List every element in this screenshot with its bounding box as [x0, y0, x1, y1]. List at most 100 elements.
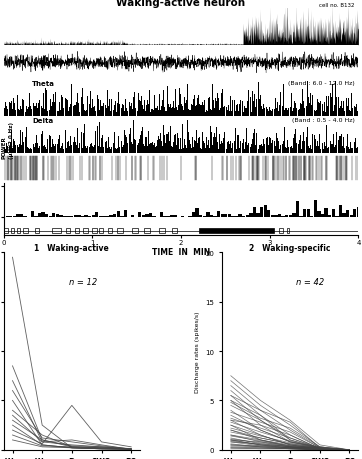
Bar — [91, 109, 92, 117]
Bar — [109, 215, 113, 217]
Bar — [234, 101, 235, 117]
Bar — [278, 141, 279, 154]
Bar — [114, 106, 115, 117]
Bar — [173, 101, 174, 117]
Bar — [221, 141, 222, 154]
Bar — [289, 93, 290, 117]
Bar — [88, 216, 91, 217]
Bar — [97, 127, 98, 154]
Bar — [85, 112, 86, 117]
Bar — [92, 100, 93, 117]
Bar — [305, 110, 306, 117]
Bar — [144, 229, 150, 234]
Bar — [149, 91, 150, 117]
Bar — [31, 110, 33, 117]
Bar — [72, 150, 73, 154]
Bar — [161, 142, 162, 154]
Bar — [41, 213, 45, 217]
Bar — [15, 111, 16, 117]
Bar — [117, 104, 118, 117]
Bar — [174, 136, 175, 154]
Bar — [115, 102, 116, 117]
Bar — [358, 143, 359, 154]
Bar — [118, 136, 119, 154]
Bar — [323, 112, 324, 117]
Bar — [292, 149, 293, 154]
Bar — [3, 150, 4, 154]
Bar — [335, 146, 336, 154]
Bar — [257, 106, 258, 117]
Bar — [224, 98, 226, 117]
Bar — [112, 102, 113, 117]
Bar — [198, 139, 199, 154]
Bar — [136, 147, 138, 154]
Bar — [290, 147, 291, 154]
Bar — [37, 144, 38, 154]
Bar — [291, 147, 292, 154]
Bar — [35, 229, 39, 234]
Bar — [131, 215, 134, 217]
Bar — [64, 134, 66, 154]
Bar — [351, 149, 352, 154]
Title: 1   Waking-active: 1 Waking-active — [34, 243, 109, 252]
Bar — [159, 229, 165, 234]
Bar — [108, 137, 109, 154]
Bar — [155, 108, 156, 117]
Bar — [263, 140, 264, 154]
Bar — [135, 141, 136, 154]
Bar — [241, 110, 242, 117]
Bar — [131, 104, 132, 117]
Bar — [310, 146, 311, 154]
Bar — [53, 95, 54, 117]
Bar — [279, 229, 283, 234]
Bar — [187, 121, 188, 154]
Bar — [21, 146, 22, 154]
Bar — [207, 112, 208, 117]
Bar — [99, 123, 100, 154]
Bar — [26, 107, 27, 117]
Bar — [102, 216, 106, 217]
Bar — [171, 146, 172, 154]
Bar — [24, 110, 25, 117]
Bar — [63, 216, 66, 217]
Bar — [230, 141, 231, 154]
Bar — [50, 100, 51, 117]
Bar — [92, 229, 97, 234]
Bar — [18, 110, 19, 117]
Bar — [66, 229, 70, 234]
Bar — [192, 137, 193, 154]
Bar — [245, 143, 246, 154]
Bar — [6, 144, 7, 154]
Bar — [11, 229, 14, 234]
Bar — [125, 100, 126, 117]
Title: 2   Waking-specific: 2 Waking-specific — [249, 243, 331, 252]
Bar — [22, 100, 23, 117]
Bar — [348, 147, 349, 154]
Bar — [17, 146, 18, 154]
Bar — [238, 136, 239, 154]
Bar — [95, 112, 96, 117]
Bar — [186, 148, 187, 154]
Bar — [34, 107, 35, 117]
Bar — [98, 100, 99, 117]
Bar — [356, 104, 357, 117]
Bar — [90, 145, 91, 154]
Bar — [103, 148, 104, 154]
Bar — [145, 215, 149, 217]
Bar — [204, 143, 205, 154]
Bar — [316, 146, 317, 154]
Bar — [256, 134, 257, 154]
Bar — [100, 101, 101, 117]
Bar — [172, 108, 173, 117]
Bar — [75, 143, 76, 154]
Bar — [342, 147, 343, 154]
Bar — [94, 106, 95, 117]
Bar — [216, 137, 218, 154]
Bar — [298, 111, 299, 117]
Bar — [177, 134, 178, 154]
Bar — [220, 108, 221, 117]
Bar — [102, 135, 103, 154]
Bar — [214, 134, 215, 154]
Bar — [210, 216, 213, 217]
Bar — [343, 101, 344, 117]
